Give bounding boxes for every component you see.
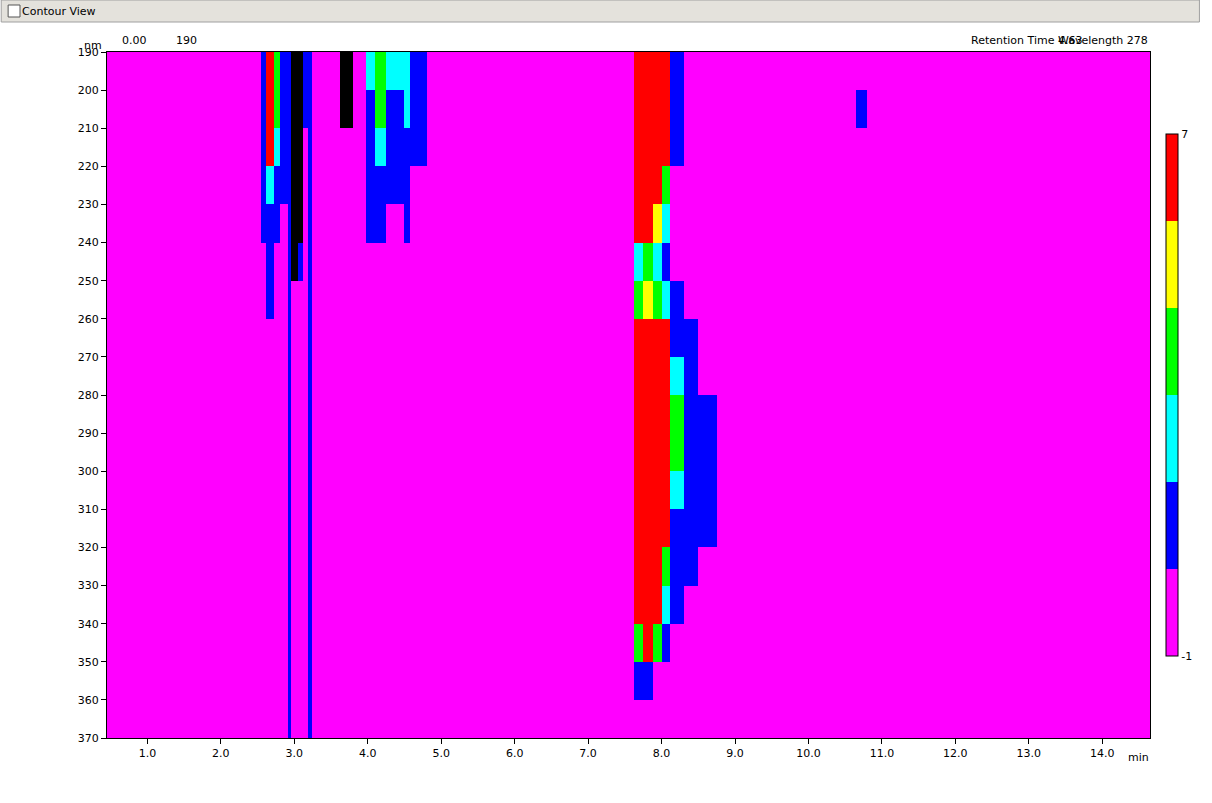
svg-text:320: 320 [78,541,99,554]
svg-text:200: 200 [78,84,99,97]
svg-text:11.0: 11.0 [870,747,895,760]
svg-text:Contour View: Contour View [22,5,96,18]
svg-text:3.0: 3.0 [286,747,304,760]
svg-text:340: 340 [78,618,99,631]
svg-text:nm: nm [84,39,102,52]
svg-text:4.0: 4.0 [359,747,377,760]
svg-text:350: 350 [78,656,99,669]
svg-text:7.0: 7.0 [579,747,597,760]
svg-text:13.0: 13.0 [1017,747,1042,760]
svg-text:330: 330 [78,579,99,592]
svg-text:300: 300 [78,465,99,478]
svg-text:7: 7 [1181,128,1188,141]
svg-text:250: 250 [78,275,99,288]
svg-text:260: 260 [78,313,99,326]
svg-text:360: 360 [78,694,99,707]
svg-text:12.0: 12.0 [943,747,968,760]
svg-text:370: 370 [78,732,99,745]
svg-text:220: 220 [78,160,99,173]
svg-text:10.0: 10.0 [796,747,821,760]
svg-text:0.00: 0.00 [122,34,147,47]
svg-text:190: 190 [78,46,99,59]
svg-text:270: 270 [78,351,99,364]
svg-text:210: 210 [78,122,99,135]
svg-text:230: 230 [78,198,99,211]
svg-text:190: 190 [176,34,197,47]
svg-text:2.0: 2.0 [212,747,230,760]
svg-text:Wavelength 278: Wavelength 278 [1058,34,1148,47]
svg-text:Retention Time 4.63: Retention Time 4.63 [971,34,1082,47]
svg-text:8.0: 8.0 [653,747,671,760]
svg-text:280: 280 [78,389,99,402]
svg-text:1.0: 1.0 [139,747,157,760]
svg-text:290: 290 [78,427,99,440]
svg-text:min: min [1128,751,1149,764]
svg-text:310: 310 [78,503,99,516]
svg-text:5.0: 5.0 [432,747,450,760]
svg-text:14.0: 14.0 [1090,747,1115,760]
svg-text:240: 240 [78,236,99,249]
svg-text:6.0: 6.0 [506,747,524,760]
svg-text:9.0: 9.0 [726,747,744,760]
svg-text:-1: -1 [1181,650,1192,663]
